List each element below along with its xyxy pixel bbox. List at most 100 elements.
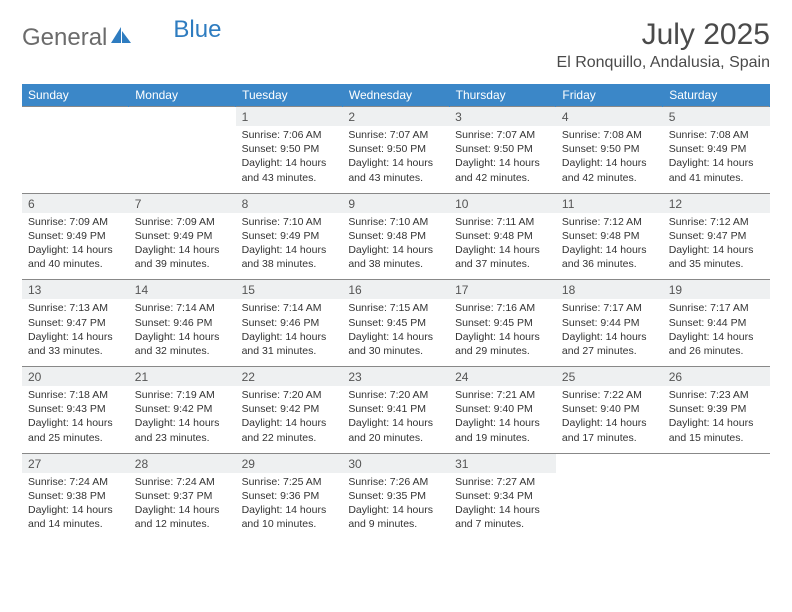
day-number: 27 [22,454,129,473]
day-header: Sunday [22,84,129,107]
sunrise-text: Sunrise: 7:21 AM [455,388,550,402]
day-number-cell: 27 [22,453,129,473]
day-number-row: 6789101112 [22,193,770,213]
sunrise-text: Sunrise: 7:26 AM [348,475,443,489]
day-number-row: 2728293031 [22,453,770,473]
daylight-text: Daylight: 14 hours and 9 minutes. [348,503,443,531]
daylight-text: Daylight: 14 hours and 41 minutes. [669,156,764,184]
day-number-cell: 23 [342,367,449,387]
day-detail-cell: Sunrise: 7:12 AMSunset: 9:47 PMDaylight:… [663,213,770,280]
day-number: 13 [22,280,129,299]
daylight-text: Daylight: 14 hours and 43 minutes. [242,156,337,184]
day-header: Tuesday [236,84,343,107]
day-detail-cell: Sunrise: 7:21 AMSunset: 9:40 PMDaylight:… [449,386,556,453]
day-detail-cell: Sunrise: 7:18 AMSunset: 9:43 PMDaylight:… [22,386,129,453]
daylight-text: Daylight: 14 hours and 30 minutes. [348,330,443,358]
day-number: 3 [449,107,556,126]
day-number: 25 [556,367,663,386]
day-number-cell: 15 [236,280,343,300]
sunrise-text: Sunrise: 7:19 AM [135,388,230,402]
sunrise-text: Sunrise: 7:16 AM [455,301,550,315]
sunrise-text: Sunrise: 7:17 AM [562,301,657,315]
day-number: 24 [449,367,556,386]
sunrise-text: Sunrise: 7:09 AM [135,215,230,229]
day-detail-cell: Sunrise: 7:16 AMSunset: 9:45 PMDaylight:… [449,299,556,366]
sunrise-text: Sunrise: 7:20 AM [348,388,443,402]
sunset-text: Sunset: 9:44 PM [669,316,764,330]
day-number: 10 [449,194,556,213]
day-detail-cell: Sunrise: 7:20 AMSunset: 9:42 PMDaylight:… [236,386,343,453]
day-number: 22 [236,367,343,386]
day-number-cell [556,453,663,473]
sunset-text: Sunset: 9:46 PM [135,316,230,330]
daylight-text: Daylight: 14 hours and 26 minutes. [669,330,764,358]
day-detail-cell: Sunrise: 7:13 AMSunset: 9:47 PMDaylight:… [22,299,129,366]
daylight-text: Daylight: 14 hours and 33 minutes. [28,330,123,358]
daylight-text: Daylight: 14 hours and 42 minutes. [455,156,550,184]
daylight-text: Daylight: 14 hours and 22 minutes. [242,416,337,444]
day-detail-row: Sunrise: 7:13 AMSunset: 9:47 PMDaylight:… [22,299,770,366]
sunset-text: Sunset: 9:47 PM [669,229,764,243]
daylight-text: Daylight: 14 hours and 25 minutes. [28,416,123,444]
day-detail-cell: Sunrise: 7:17 AMSunset: 9:44 PMDaylight:… [556,299,663,366]
sunset-text: Sunset: 9:47 PM [28,316,123,330]
day-detail-cell: Sunrise: 7:07 AMSunset: 9:50 PMDaylight:… [342,126,449,193]
day-number-cell [22,107,129,127]
daylight-text: Daylight: 14 hours and 36 minutes. [562,243,657,271]
day-detail-cell: Sunrise: 7:08 AMSunset: 9:49 PMDaylight:… [663,126,770,193]
sunrise-text: Sunrise: 7:12 AM [562,215,657,229]
day-number-cell: 22 [236,367,343,387]
logo-text-blue: Blue [173,16,221,44]
day-number: 18 [556,280,663,299]
day-header: Thursday [449,84,556,107]
daylight-text: Daylight: 14 hours and 38 minutes. [348,243,443,271]
day-detail-cell: Sunrise: 7:19 AMSunset: 9:42 PMDaylight:… [129,386,236,453]
sunrise-text: Sunrise: 7:27 AM [455,475,550,489]
day-detail-cell: Sunrise: 7:24 AMSunset: 9:37 PMDaylight:… [129,473,236,540]
day-number-cell: 7 [129,193,236,213]
day-number-cell: 1 [236,107,343,127]
day-detail-cell: Sunrise: 7:06 AMSunset: 9:50 PMDaylight:… [236,126,343,193]
day-number: 16 [342,280,449,299]
day-detail-cell: Sunrise: 7:27 AMSunset: 9:34 PMDaylight:… [449,473,556,540]
sunrise-text: Sunrise: 7:15 AM [348,301,443,315]
day-number-cell: 10 [449,193,556,213]
sunrise-text: Sunrise: 7:06 AM [242,128,337,142]
day-number-row: 20212223242526 [22,367,770,387]
daylight-text: Daylight: 14 hours and 14 minutes. [28,503,123,531]
day-detail-cell: Sunrise: 7:11 AMSunset: 9:48 PMDaylight:… [449,213,556,280]
daylight-text: Daylight: 14 hours and 43 minutes. [348,156,443,184]
day-detail-cell: Sunrise: 7:20 AMSunset: 9:41 PMDaylight:… [342,386,449,453]
sunset-text: Sunset: 9:42 PM [135,402,230,416]
sunset-text: Sunset: 9:50 PM [348,142,443,156]
sunset-text: Sunset: 9:48 PM [348,229,443,243]
daylight-text: Daylight: 14 hours and 12 minutes. [135,503,230,531]
daylight-text: Daylight: 14 hours and 40 minutes. [28,243,123,271]
logo-sail-icon [111,27,133,50]
day-detail-row: Sunrise: 7:06 AMSunset: 9:50 PMDaylight:… [22,126,770,193]
sunset-text: Sunset: 9:34 PM [455,489,550,503]
day-number-cell: 2 [342,107,449,127]
day-detail-cell [663,473,770,540]
day-number-cell: 19 [663,280,770,300]
daylight-text: Daylight: 14 hours and 20 minutes. [348,416,443,444]
day-number: 14 [129,280,236,299]
daylight-text: Daylight: 14 hours and 7 minutes. [455,503,550,531]
daylight-text: Daylight: 14 hours and 17 minutes. [562,416,657,444]
daylight-text: Daylight: 14 hours and 19 minutes. [455,416,550,444]
daylight-text: Daylight: 14 hours and 38 minutes. [242,243,337,271]
day-number: 8 [236,194,343,213]
month-title: July 2025 [557,18,770,52]
day-detail-cell: Sunrise: 7:26 AMSunset: 9:35 PMDaylight:… [342,473,449,540]
sunset-text: Sunset: 9:39 PM [669,402,764,416]
day-detail-row: Sunrise: 7:09 AMSunset: 9:49 PMDaylight:… [22,213,770,280]
day-detail-cell: Sunrise: 7:10 AMSunset: 9:49 PMDaylight:… [236,213,343,280]
daylight-text: Daylight: 14 hours and 23 minutes. [135,416,230,444]
day-number-cell: 16 [342,280,449,300]
sunset-text: Sunset: 9:43 PM [28,402,123,416]
sunset-text: Sunset: 9:41 PM [348,402,443,416]
sunset-text: Sunset: 9:38 PM [28,489,123,503]
day-detail-cell: Sunrise: 7:14 AMSunset: 9:46 PMDaylight:… [129,299,236,366]
day-number-row: 13141516171819 [22,280,770,300]
sunset-text: Sunset: 9:40 PM [455,402,550,416]
